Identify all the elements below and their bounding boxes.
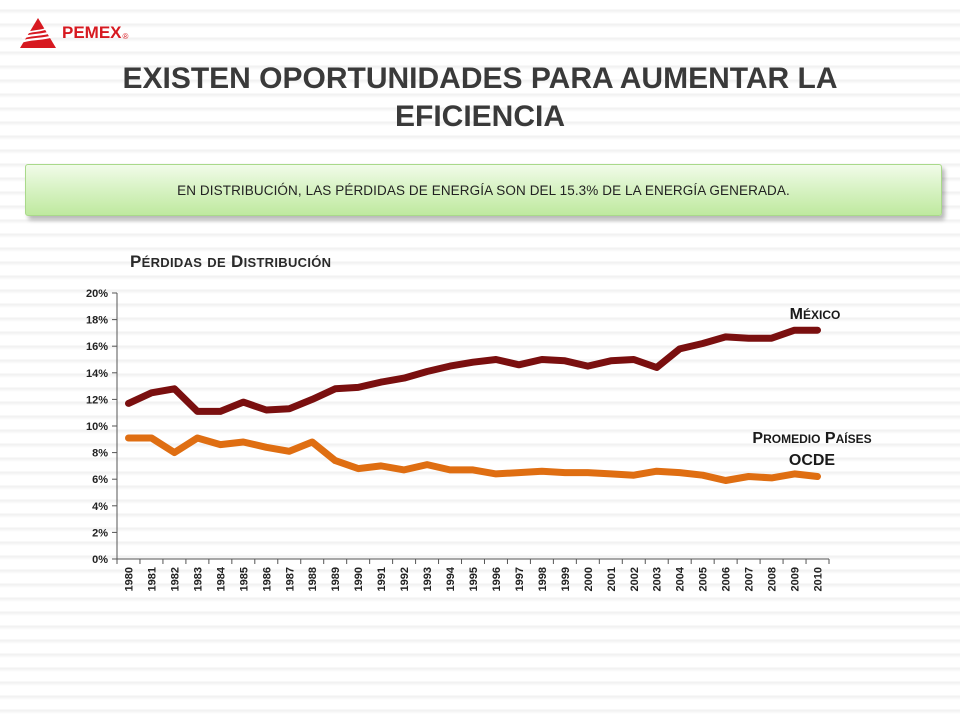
x-tick-label: 1983	[192, 567, 204, 591]
x-tick-label: 1980	[123, 567, 135, 591]
series-line-ocde	[125, 434, 821, 484]
y-tick-label: 20%	[86, 288, 108, 300]
x-tick-label: 1987	[284, 567, 296, 591]
x-tick-label: 1990	[353, 567, 365, 591]
y-tick-label: 16%	[86, 341, 108, 353]
x-tick-label: 1982	[169, 567, 181, 591]
x-tick-label: 1997	[514, 567, 526, 591]
x-tick-label: 2003	[652, 567, 664, 591]
x-tick-label: 1993	[422, 567, 434, 591]
x-tick-label: 1986	[261, 567, 273, 591]
x-tick-label: 2006	[721, 567, 733, 591]
y-tick-label: 4%	[92, 501, 108, 513]
x-tick-label: 1985	[238, 567, 250, 591]
y-tick-label: 6%	[92, 474, 108, 486]
series-label-mexico: MÉXICO	[789, 306, 841, 323]
chart-title-text: PÉRDIDAS DE DISTRIBUCIÓN	[130, 252, 332, 271]
y-tick-label: 0%	[92, 554, 108, 566]
y-tick-label: 8%	[92, 448, 108, 460]
x-tick-label: 1984	[215, 566, 227, 591]
pemex-eagle-icon	[20, 18, 56, 48]
x-tick-label: 2001	[606, 567, 618, 591]
x-tick-label: 1998	[537, 567, 549, 591]
x-tick-label: 1995	[468, 567, 480, 591]
y-tick-label: 12%	[86, 394, 108, 406]
banner-text: EN DISTRIBUCIÓN, LAS PÉRDIDAS DE ENERGÍA…	[177, 182, 790, 198]
logo-registered-mark: ®	[122, 31, 129, 41]
logo-wordmark: PEMEX	[62, 23, 122, 42]
x-tick-label: 2010	[813, 567, 825, 591]
x-tick-label: 1999	[560, 567, 572, 591]
y-tick-label: 2%	[92, 527, 108, 539]
x-tick-label: 2009	[790, 567, 802, 591]
x-tick-label: 1994	[445, 566, 457, 591]
chart-title: PÉRDIDAS DE DISTRIBUCIÓN	[130, 252, 331, 272]
x-tick-label: 1988	[307, 567, 319, 591]
x-tick-label: 2007	[744, 567, 756, 591]
y-tick-label: 14%	[86, 368, 108, 380]
pemex-logo: PEMEX ®	[18, 16, 128, 50]
x-tick-label: 2000	[583, 567, 595, 591]
x-tick-label: 2002	[629, 567, 641, 591]
x-tick-label: 2008	[767, 567, 779, 591]
x-tick-label: 2004	[675, 566, 687, 591]
y-tick-label: 10%	[86, 421, 108, 433]
y-tick-label: 18%	[86, 315, 108, 327]
highlight-banner: EN DISTRIBUCIÓN, LAS PÉRDIDAS DE ENERGÍA…	[25, 164, 942, 216]
x-tick-label: 1991	[376, 567, 388, 591]
x-tick-label: 1981	[146, 567, 158, 591]
x-tick-label: 1989	[330, 567, 342, 591]
series-label-ocde: PROMEDIO PAÍSES OCDE	[752, 430, 872, 469]
slide-title: EXISTEN OPORTUNIDADES PARA AUMENTAR LA E…	[122, 62, 838, 133]
x-tick-label: 1992	[399, 567, 411, 591]
series-line-mexico	[125, 326, 821, 415]
x-tick-label: 2005	[698, 567, 710, 591]
x-tick-label: 1996	[491, 567, 503, 591]
